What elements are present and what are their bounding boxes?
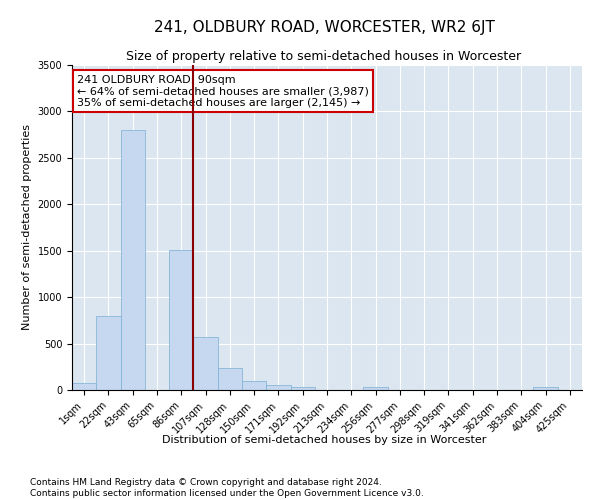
Bar bbox=[290, 387, 315, 390]
Bar bbox=[266, 385, 290, 390]
Text: Size of property relative to semi-detached houses in Worcester: Size of property relative to semi-detach… bbox=[127, 50, 521, 63]
Bar bbox=[533, 387, 558, 390]
Bar bbox=[72, 383, 96, 390]
Y-axis label: Number of semi-detached properties: Number of semi-detached properties bbox=[22, 124, 32, 330]
Text: Distribution of semi-detached houses by size in Worcester: Distribution of semi-detached houses by … bbox=[162, 435, 486, 445]
Text: Contains HM Land Registry data © Crown copyright and database right 2024.
Contai: Contains HM Land Registry data © Crown c… bbox=[30, 478, 424, 498]
Text: 241 OLDBURY ROAD: 90sqm
← 64% of semi-detached houses are smaller (3,987)
35% of: 241 OLDBURY ROAD: 90sqm ← 64% of semi-de… bbox=[77, 74, 369, 108]
Bar bbox=[218, 368, 242, 390]
Bar bbox=[242, 380, 266, 390]
Bar bbox=[121, 130, 145, 390]
Bar bbox=[364, 387, 388, 390]
Bar bbox=[193, 336, 218, 390]
Bar bbox=[169, 250, 193, 390]
Bar bbox=[96, 316, 121, 390]
Text: 241, OLDBURY ROAD, WORCESTER, WR2 6JT: 241, OLDBURY ROAD, WORCESTER, WR2 6JT bbox=[154, 20, 494, 35]
